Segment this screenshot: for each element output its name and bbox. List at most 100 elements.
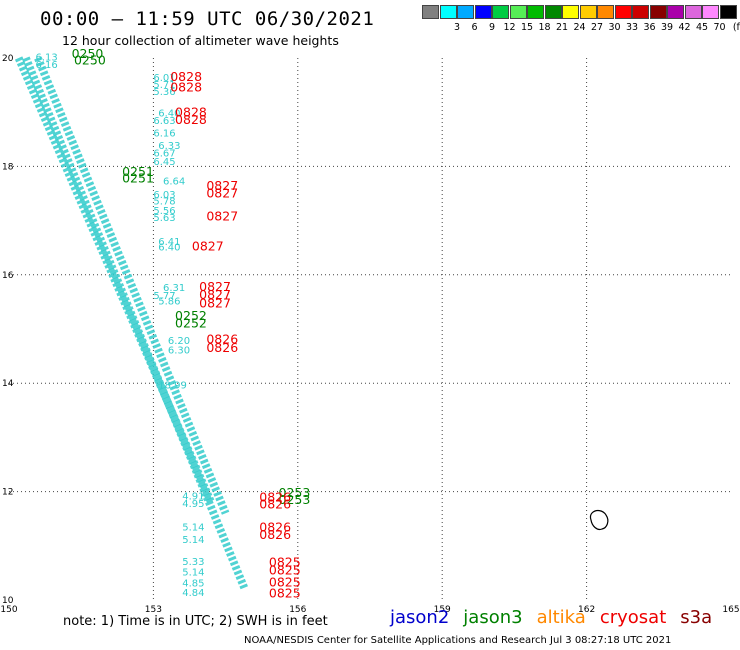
swh-label: 6.31 (163, 283, 185, 294)
cryosat-pass-label: 0827 (199, 295, 231, 310)
legend-tick-label: 27 (590, 22, 604, 33)
cryosat-pass-label: 0827 (206, 178, 238, 193)
legend-swatch (544, 5, 562, 19)
satellite-key-jason2: jason2 (390, 607, 450, 628)
track-c (14, 56, 215, 505)
jason3-pass-label: 0253 (279, 492, 311, 507)
legend-swatch (439, 5, 457, 19)
footer-note: note: 1) Time is in UTC; 2) SWH is in fe… (63, 614, 328, 629)
swh-label: 4.84 (182, 588, 204, 599)
swh-label: 5.14 (182, 568, 204, 579)
lat-tick-label: 16 (2, 271, 14, 281)
swh-label: 5.36 (153, 87, 175, 98)
satellite-key-s3a: s3a (680, 607, 713, 628)
swh-label: 5.33 (182, 557, 204, 568)
cryosat-pass-label: 0828 (170, 69, 202, 84)
swh-label: 6.13 (35, 53, 57, 64)
jason3-pass-label: 0253 (279, 485, 311, 500)
cryosat-pass-label: 0827 (206, 185, 238, 200)
legend-tick-label: 36 (643, 22, 656, 33)
swh-label: 6.30 (168, 345, 190, 356)
cryosat-pass-label: 0828 (175, 112, 207, 127)
legend-swatch (597, 5, 614, 19)
cryosat-pass-label: 0826 (206, 332, 238, 347)
legend-swatch (649, 5, 667, 19)
cryosat-pass-label: 0825 (269, 585, 301, 600)
cryosat-pass-label: 0826 (259, 496, 291, 511)
lat-tick-label: 20 (2, 54, 14, 64)
page-subtitle: 12 hour collection of altimeter wave hei… (62, 33, 339, 48)
jason3-pass-label: 0252 (175, 315, 207, 330)
swh-label: 5.77 (153, 291, 175, 302)
swh-label: 5.63 (153, 213, 175, 224)
lat-tick-label: 10 (2, 596, 14, 606)
satellite-tracks (14, 56, 249, 591)
lat-tick-label: 18 (2, 162, 14, 172)
wave-height-labels: 6.136.166.015.715.366.406.636.166.336.67… (35, 46, 310, 600)
jason3-pass-label: 0252 (175, 308, 207, 323)
legend-swatch (474, 5, 492, 19)
legend-tick-label: 42 (678, 22, 691, 33)
lon-tick-label: 165 (722, 605, 739, 615)
cryosat-pass-label: 0825 (269, 563, 301, 578)
legend-tick-label: 70 (713, 22, 726, 33)
swh-label: 5.71 (153, 80, 175, 91)
track-a (34, 56, 230, 515)
legend-tick-label: 12 (503, 22, 516, 33)
legend-tick-label: 6 (471, 22, 478, 33)
swh-label: 6.63 (153, 116, 175, 127)
lat-tick-label: 14 (2, 379, 14, 389)
legend-swatch (719, 5, 737, 19)
legend-swatch (702, 5, 719, 19)
cryosat-pass-label: 0825 (269, 554, 301, 569)
swh-label: 6.16 (153, 129, 175, 140)
swh-label: 6.40 (158, 109, 180, 120)
swh-label: 4.91 (182, 492, 204, 503)
legend-tick-label: 24 (573, 22, 586, 33)
swh-label: 18.99 (158, 381, 187, 392)
legend-swatch (422, 5, 439, 19)
swh-label: 6.40 (158, 242, 180, 253)
legend-swatch (492, 5, 509, 19)
cryosat-pass-label: 0825 (269, 574, 301, 589)
jason3-pass-label: 0251 (122, 171, 154, 186)
page-title: 00:00 – 11:59 UTC 06/30/2021 (40, 8, 375, 30)
legend-tick-label: 45 (695, 22, 709, 33)
legend-tick-label: 39 (660, 22, 674, 33)
cryosat-pass-label: 0826 (259, 489, 291, 504)
swh-label: 6.20 (168, 336, 190, 347)
cryosat-pass-label: 0826 (206, 340, 238, 355)
swh-label: 6.67 (153, 149, 175, 160)
lon-tick-label: 153 (145, 605, 162, 615)
legend-swatch (614, 5, 632, 19)
lat-tick-label: 12 (2, 488, 13, 498)
legend-swatch (579, 5, 597, 19)
legend-swatch (667, 5, 684, 19)
legend-tick-label: 18 (538, 22, 551, 33)
swh-label: 6.01 (153, 73, 175, 84)
jason3-pass-label: 0251 (122, 164, 154, 179)
lon-tick-label: 150 (0, 605, 17, 615)
lon-tick-label: 156 (289, 605, 306, 615)
cryosat-pass-label: 0827 (199, 287, 231, 302)
legend-swatch (632, 5, 649, 19)
swh-label: 4.85 (182, 578, 204, 589)
swh-label: 6.64 (163, 176, 185, 187)
swh-label: 6.41 (158, 237, 180, 248)
legend-swatch (527, 5, 544, 19)
legend-swatch (509, 5, 527, 19)
legend-tick-label: 15 (520, 22, 534, 33)
cryosat-pass-label: 0827 (199, 279, 231, 294)
island-outline (589, 509, 609, 531)
legend-swatch (684, 5, 702, 19)
swh-label: 6.33 (158, 141, 180, 152)
legend-swatch (562, 5, 579, 19)
swh-label: 6.45 (153, 157, 175, 168)
swh-label: 5.78 (153, 196, 175, 207)
swh-label: 5.56 (153, 206, 175, 217)
legend-tick-label: 9 (488, 22, 496, 33)
cryosat-pass-label: 0827 (192, 238, 224, 253)
swh-label: 5.86 (158, 297, 180, 308)
cryosat-pass-label: 0827 (206, 209, 238, 224)
footer-credit: NOAA/NESDIS Center for Satellite Applica… (244, 635, 672, 646)
